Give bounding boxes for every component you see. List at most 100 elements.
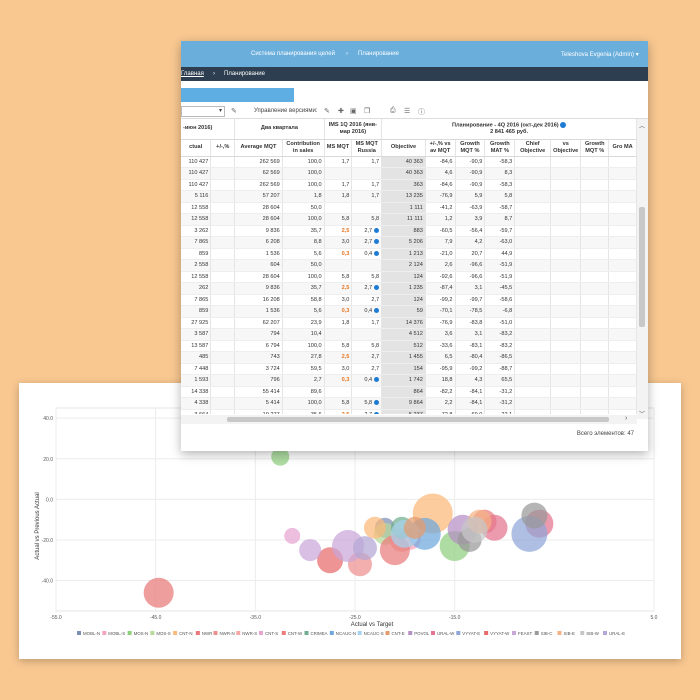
table-row[interactable]: 14 338 55 414 89,6 864 -82,2 -84,1 -31,2 <box>181 386 637 398</box>
user-menu[interactable]: Teleshova Evgenia (Admin) ▾ <box>561 52 639 58</box>
list-icon[interactable]: ☰ <box>404 108 411 115</box>
bubble-feast[interactable] <box>299 539 322 562</box>
table-row[interactable]: 7 865 6 208 8,8 3,0 2,7 5 206 7,9 4,2 -63,0 <box>181 236 637 249</box>
legend-item-sib-e[interactable]: SIB-E <box>564 631 576 636</box>
bubble-cnt-e[interactable] <box>403 516 426 539</box>
bubble-cnt-n[interactable] <box>363 516 386 539</box>
legend-item-sib-w[interactable]: SIB-W <box>586 631 600 636</box>
legend-item-vyyat-e[interactable]: VYYAT-E <box>462 631 480 636</box>
horizontal-scrollbar[interactable]: › <box>181 415 637 424</box>
column-header[interactable]: Chief Objective <box>514 139 552 157</box>
table-row[interactable]: 110 427 262 569 100,0 1,7 1,7 40 363 -84,6 -90,… <box>181 156 637 168</box>
info-dot-icon[interactable] <box>374 308 380 314</box>
table-row[interactable]: 262 9 836 35,7 2,5 2,7 1 235 -87,4 3,1 -45,5 <box>181 282 637 295</box>
column-header[interactable]: vs Objective <box>550 139 582 157</box>
column-header[interactable]: Objective <box>381 139 426 157</box>
table-row[interactable]: 12 558 28 604 50,0 1 111 -41,2 -63,9 -58,7 <box>181 202 637 214</box>
column-header[interactable]: MS MQT Russia <box>351 139 383 157</box>
pencil-icon[interactable]: ✎ <box>231 108 237 115</box>
column-header[interactable]: MS MQT <box>324 139 353 157</box>
legend-item-nwr-n[interactable]: NWR-N <box>220 631 235 636</box>
table-row[interactable]: 1 593 796 2,7 0,3 0,4 1 742 18,8 4,3 65,5 <box>181 374 637 387</box>
table-row[interactable]: 12 558 28 604 100,0 5,8 5,8 124 -92,6 -96,6 -51,… <box>181 271 637 283</box>
legend-item-vyyat-w[interactable]: VYYAT-W <box>490 631 510 636</box>
active-tab-bar[interactable] <box>181 88 294 102</box>
table-row[interactable]: 27 925 62 207 23,9 1,8 1,7 14 376 -76,9 -83,8 -5… <box>181 317 637 329</box>
table-row[interactable]: 7 448 3 724 59,5 3,0 2,7 154 -95,9 -99,2 -88,7 <box>181 363 637 375</box>
info-dot-icon[interactable] <box>374 227 380 233</box>
bubble-sib-w[interactable] <box>461 516 488 543</box>
nav-link-planning[interactable]: Планирование <box>358 51 399 57</box>
horizontal-scroll-thumb[interactable] <box>227 417 609 422</box>
table-row[interactable]: 3 664 19 27735,62,52,75 237-72,8-69,0-22,… <box>181 409 637 414</box>
table-row[interactable]: 13 587 6 794 100,0 5,8 5,8 512 -33,6 -83,1 -83,2 <box>181 340 637 352</box>
info-dot-icon[interactable] <box>374 411 380 414</box>
table-row[interactable]: 110 427 62 569 100,0 40 363 4,6 -90,9 8,3 <box>181 167 637 180</box>
table-row[interactable]: 485 743 27,8 2,5 2,7 1 455 6,5 -80,4 -86,5 <box>181 351 637 364</box>
column-header[interactable]: Gro MA <box>608 139 637 157</box>
vertical-scrollbar[interactable]: ︿ ﹀ <box>637 119 648 419</box>
edit-icon[interactable]: ✎ <box>324 108 330 115</box>
info-dot-icon[interactable] <box>374 285 380 291</box>
info-dot-icon[interactable] <box>374 239 380 245</box>
print-icon[interactable]: ⎙ <box>390 107 396 114</box>
legend-item-crimea[interactable]: CRIMEA <box>311 631 328 636</box>
vertical-scroll-thumb[interactable] <box>639 207 645 327</box>
table-row[interactable]: 5 116 57 207 1,8 1,8 1,7 13 235 -76,9 5,9 5,8 <box>181 190 637 203</box>
bubble-mos-n[interactable] <box>271 447 290 466</box>
table-row[interactable]: 3 262 9 836 35,7 2,5 2,7 883 -60,5 -56,4 -59,7 <box>181 225 637 237</box>
version-select[interactable]: ▾ <box>181 106 225 117</box>
legend-item-cnt-e[interactable]: CNT-E <box>392 631 405 636</box>
info-dot-icon[interactable] <box>374 377 380 383</box>
legend-item-nwr[interactable]: NWR <box>202 631 213 636</box>
column-header[interactable]: Growth MQT % <box>455 139 486 157</box>
table-row[interactable]: 2 558 604 50,0 2 124 2,6 -96,6 -51,9 <box>181 259 637 272</box>
add-icon[interactable]: ✚ <box>338 108 344 115</box>
nav-link-goal-planning[interactable]: Система планирования целей <box>251 51 335 57</box>
legend-item-mobl-s[interactable]: MOBL-S <box>108 631 125 636</box>
bubble-nwr[interactable] <box>143 577 174 608</box>
legend-item-mos-s[interactable]: MOS-S <box>156 631 170 636</box>
breadcrumb-home[interactable]: Главная <box>181 71 204 77</box>
legend-item-nwr-s[interactable]: NWR-S <box>242 631 257 636</box>
legend-item-ural-e[interactable]: URAL-E <box>609 631 625 636</box>
table-row[interactable]: 859 1 536 5,6 0,3 0,4 59 -70,1 -78,5 -6,8 <box>181 305 637 318</box>
legend-item-mos-n[interactable]: MOS-N <box>134 631 149 636</box>
info-dot-icon[interactable] <box>374 400 380 406</box>
column-header[interactable]: +/-,% vs av MQT <box>425 139 456 157</box>
legend-item-cnt-w[interactable]: CNT-W <box>288 631 303 636</box>
column-header[interactable]: Average MQT <box>234 139 283 157</box>
legend-item-cnt-n[interactable]: CNT-N <box>179 631 192 636</box>
column-header[interactable]: Growth MQT % <box>580 139 610 157</box>
legend-item-feast[interactable]: FEAST <box>518 631 532 636</box>
legend-item-sib-c[interactable]: SIB-C <box>541 631 553 636</box>
info-dot-icon[interactable] <box>374 250 380 256</box>
legend-item-ncauc-s[interactable]: NCAUC-S <box>364 631 384 636</box>
table-cell <box>608 317 637 329</box>
table-row[interactable]: 859 1 536 5,6 0,3 0,4 1 213 -21,0 20,7 44,9 <box>181 248 637 260</box>
legend-item-ural-w[interactable]: URAL-W <box>437 631 455 636</box>
legend-item-mobl-n[interactable]: MOBL-N <box>83 631 100 636</box>
column-header[interactable]: Contribution in sales <box>282 139 325 157</box>
column-header[interactable]: ctual <box>181 139 212 157</box>
legend-item-cnt-s[interactable]: CNT-S <box>265 631 278 636</box>
table-row[interactable]: 3 587 794 10,4 4 512 3,6 3,1 -83,2 <box>181 328 637 341</box>
column-header[interactable]: Growth MAT % <box>484 139 516 157</box>
legend-item-povol[interactable]: POVOL <box>414 631 430 636</box>
scroll-down-icon[interactable]: ﹀ <box>639 412 646 418</box>
scroll-up-icon[interactable]: ︿ <box>639 124 646 130</box>
table-row[interactable]: 12 558 28 604 100,0 5,8 5,8 11 111 1,2 3,9 8,7 <box>181 213 637 226</box>
info-icon[interactable]: ⓘ <box>418 109 425 116</box>
save-icon[interactable]: ▣ <box>350 108 357 115</box>
table-row[interactable]: 110 427 262 569 100,0 1,7 1,7 363 -84,6 -90,9 -5… <box>181 179 637 191</box>
copy-icon[interactable]: ❐ <box>364 108 371 115</box>
scroll-right-icon[interactable]: › <box>625 415 628 422</box>
legend-item-ncauc-n[interactable]: NCAUC-N <box>336 631 356 636</box>
info-icon[interactable] <box>560 121 567 128</box>
bubble-cnt-s[interactable] <box>284 527 301 544</box>
bubble-ural-e[interactable] <box>352 536 377 561</box>
table-row[interactable]: 7 865 16 208 58,8 3,0 2,7 124 -99,2 -99,7 -58,6 <box>181 294 637 306</box>
column-header[interactable]: +/-,% <box>210 139 236 157</box>
table-row[interactable]: 4 338 5 414 100,0 5,8 5,8 9 864 2,2 -84,1 -31,2 <box>181 397 637 410</box>
bubble-sib-c[interactable] <box>521 502 548 529</box>
